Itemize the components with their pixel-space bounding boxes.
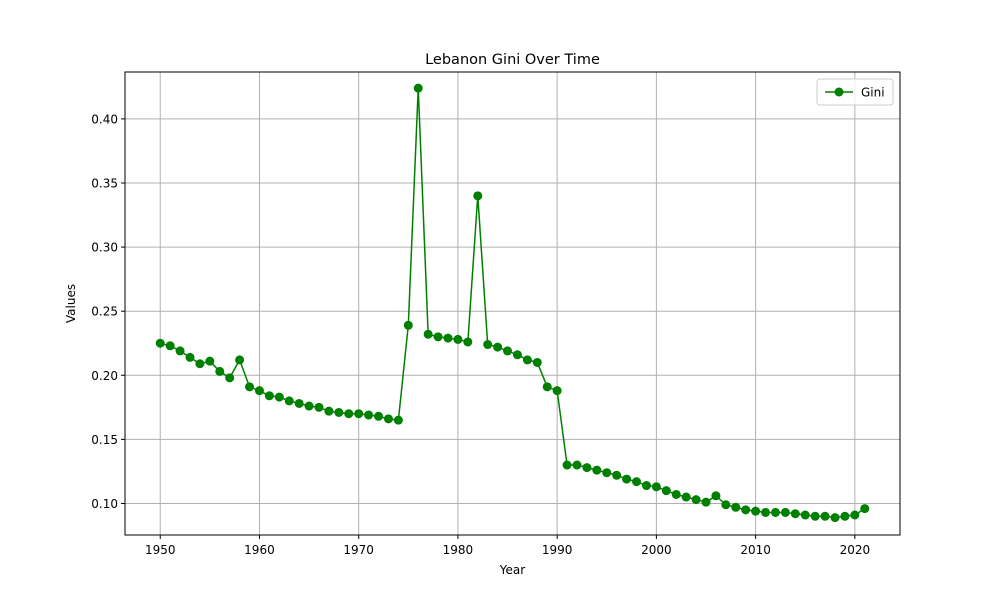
data-point — [820, 511, 830, 521]
data-point — [274, 392, 284, 402]
data-point — [175, 346, 185, 356]
data-point — [185, 352, 195, 362]
data-point — [612, 470, 622, 480]
y-tick-label: 0.40 — [91, 112, 118, 126]
data-point — [622, 474, 632, 484]
data-point — [413, 83, 423, 93]
y-tick-label: 0.25 — [91, 305, 118, 319]
data-point — [701, 497, 711, 507]
data-point — [205, 356, 215, 366]
data-point — [354, 409, 364, 419]
x-tick-label: 1990 — [542, 543, 573, 557]
data-point — [284, 396, 294, 406]
data-point — [155, 338, 165, 348]
data-point — [641, 481, 651, 491]
legend-marker-swatch — [834, 87, 844, 97]
data-point — [374, 411, 384, 421]
y-tick-label: 0.30 — [91, 241, 118, 255]
data-point — [830, 513, 840, 523]
data-point — [572, 460, 582, 470]
data-point — [195, 359, 205, 369]
data-point — [512, 350, 522, 360]
data-point — [790, 509, 800, 519]
data-point — [254, 386, 264, 396]
data-point — [433, 332, 443, 342]
data-point — [215, 366, 225, 376]
data-point — [324, 406, 334, 416]
data-point — [225, 373, 235, 383]
data-point — [443, 333, 453, 343]
data-point — [810, 511, 820, 521]
plot-frame — [124, 71, 901, 536]
data-point — [552, 386, 562, 396]
x-tick-label: 2000 — [641, 543, 672, 557]
x-tick-label: 1970 — [343, 543, 374, 557]
data-point — [751, 506, 761, 516]
legend-box — [816, 78, 894, 106]
data-point — [850, 510, 860, 520]
data-point — [473, 191, 483, 201]
data-point — [235, 355, 245, 365]
data-point — [731, 502, 741, 512]
data-point — [483, 340, 493, 350]
data-point — [770, 507, 780, 517]
data-point — [681, 492, 691, 502]
data-point — [592, 465, 602, 475]
data-point — [671, 489, 681, 499]
data-point — [264, 391, 274, 401]
legend-label-gini: Gini — [861, 86, 885, 100]
series-gini — [155, 83, 870, 523]
data-point — [304, 401, 314, 411]
y-axis-label: Values — [64, 284, 78, 323]
chart-title: Lebanon Gini Over Time — [425, 52, 600, 68]
x-axis-label: Year — [499, 563, 525, 577]
data-point — [691, 495, 701, 505]
data-point — [245, 382, 255, 392]
data-point — [721, 500, 731, 510]
legend: Gini — [816, 78, 894, 106]
y-tick-label: 0.35 — [91, 177, 118, 191]
y-tick-label: 0.15 — [91, 433, 118, 447]
x-tick-label: 2010 — [740, 543, 771, 557]
data-point — [661, 486, 671, 496]
data-point — [383, 414, 393, 424]
data-point — [364, 410, 374, 420]
data-point — [503, 346, 513, 356]
data-point — [463, 337, 473, 347]
x-tick-label: 1950 — [145, 543, 176, 557]
data-point — [294, 398, 304, 408]
data-point — [780, 507, 790, 517]
data-point — [651, 482, 661, 492]
data-point — [165, 341, 175, 351]
data-point — [423, 329, 433, 339]
data-point — [582, 463, 592, 473]
data-point — [860, 504, 870, 514]
data-point — [542, 382, 552, 392]
data-point — [602, 468, 612, 478]
data-point — [532, 357, 542, 367]
grid — [125, 72, 900, 535]
data-point — [562, 460, 572, 470]
data-point — [314, 402, 324, 412]
data-point — [403, 320, 413, 330]
data-point — [453, 334, 463, 344]
x-tick-label: 2020 — [840, 543, 871, 557]
x-tick-label: 1960 — [244, 543, 275, 557]
data-point — [493, 342, 503, 352]
y-tick-label: 0.20 — [91, 369, 118, 383]
axis-ticks: 1950 1960 1970 1980 1990 2000 2010 2020 0.10 0.15… — [91, 112, 870, 557]
data-point — [522, 355, 532, 365]
data-point — [334, 407, 344, 417]
data-point — [393, 415, 403, 425]
y-tick-label: 0.10 — [91, 497, 118, 511]
x-tick-label: 1980 — [443, 543, 474, 557]
data-point — [741, 505, 751, 515]
data-point — [800, 510, 810, 520]
data-point — [632, 477, 642, 487]
data-point — [344, 409, 354, 419]
data-point — [840, 511, 850, 521]
data-point — [761, 507, 771, 517]
data-point — [711, 491, 721, 501]
